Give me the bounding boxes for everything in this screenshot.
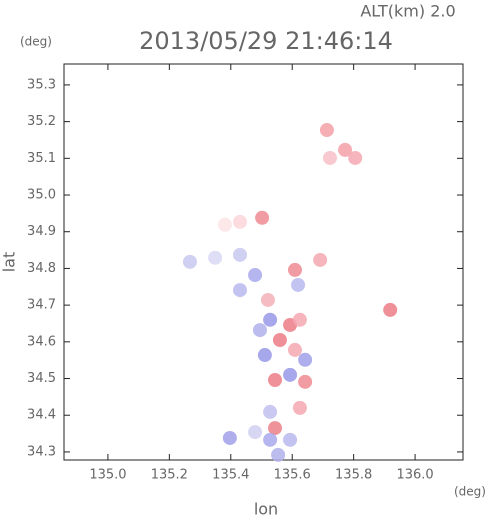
echo-point <box>287 262 302 277</box>
x-tick-label: 135.6 <box>274 468 311 483</box>
echo-point <box>233 283 248 298</box>
x-tick-label: 135.8 <box>335 468 372 483</box>
y-tick-label: 34.3 <box>27 444 56 459</box>
echo-point <box>248 268 263 283</box>
x-tick-label: 136.0 <box>396 468 433 483</box>
x-tick-label: 135.4 <box>212 468 249 483</box>
y-tick-label: 35.1 <box>27 151 56 166</box>
y-tick-label: 34.4 <box>27 408 56 423</box>
echo-point <box>233 214 248 229</box>
echo-point <box>283 367 298 382</box>
echo-point <box>182 254 197 269</box>
echo-point <box>233 247 248 262</box>
y-tick-label: 34.9 <box>27 224 56 239</box>
echo-point <box>319 123 334 138</box>
echo-point <box>257 348 272 363</box>
echo-point <box>268 421 283 436</box>
echo-point <box>323 150 337 165</box>
altitude-header: ALT(km) 2.0 <box>360 2 455 21</box>
echo-point <box>298 374 313 389</box>
echo-point <box>338 142 353 157</box>
echo-point <box>272 332 287 347</box>
y-axis-label: lat <box>0 252 19 273</box>
y-tick-label: 35.0 <box>27 188 56 203</box>
x-tick-label: 135.2 <box>151 468 188 483</box>
echo-point <box>291 277 306 292</box>
x-axis-label: lon <box>254 500 278 519</box>
echo-point <box>263 432 278 447</box>
y-tick-label: 34.7 <box>27 298 56 313</box>
echo-point <box>263 404 278 419</box>
echo-point <box>222 430 237 445</box>
echo-point <box>383 302 398 317</box>
y-tick-label: 34.8 <box>27 261 56 276</box>
chart-title: 2013/05/29 21:46:14 <box>139 27 393 55</box>
echo-point <box>283 432 298 447</box>
echo-point <box>263 312 278 327</box>
plot-frame <box>63 63 464 461</box>
y-tick-label: 35.3 <box>27 77 56 92</box>
x-unit: (deg) <box>454 485 486 499</box>
echo-point <box>292 400 307 415</box>
echo-point <box>292 312 307 327</box>
y-unit: (deg) <box>20 35 52 49</box>
echo-point <box>248 425 263 440</box>
echo-point <box>208 250 223 265</box>
y-tick-label: 34.5 <box>27 371 56 386</box>
x-tick-label: 135.0 <box>89 468 126 483</box>
echo-point <box>268 372 283 387</box>
echo-point <box>252 323 267 338</box>
y-tick-label: 35.2 <box>27 114 56 129</box>
echo-point <box>260 292 275 307</box>
echo-point <box>298 352 313 367</box>
y-tick-label: 34.6 <box>27 334 56 349</box>
echo-point <box>348 150 363 165</box>
echo-point <box>255 210 270 225</box>
echo-point <box>287 342 302 357</box>
echo-point <box>217 217 232 232</box>
echo-point <box>271 447 286 462</box>
echo-point <box>313 252 328 267</box>
